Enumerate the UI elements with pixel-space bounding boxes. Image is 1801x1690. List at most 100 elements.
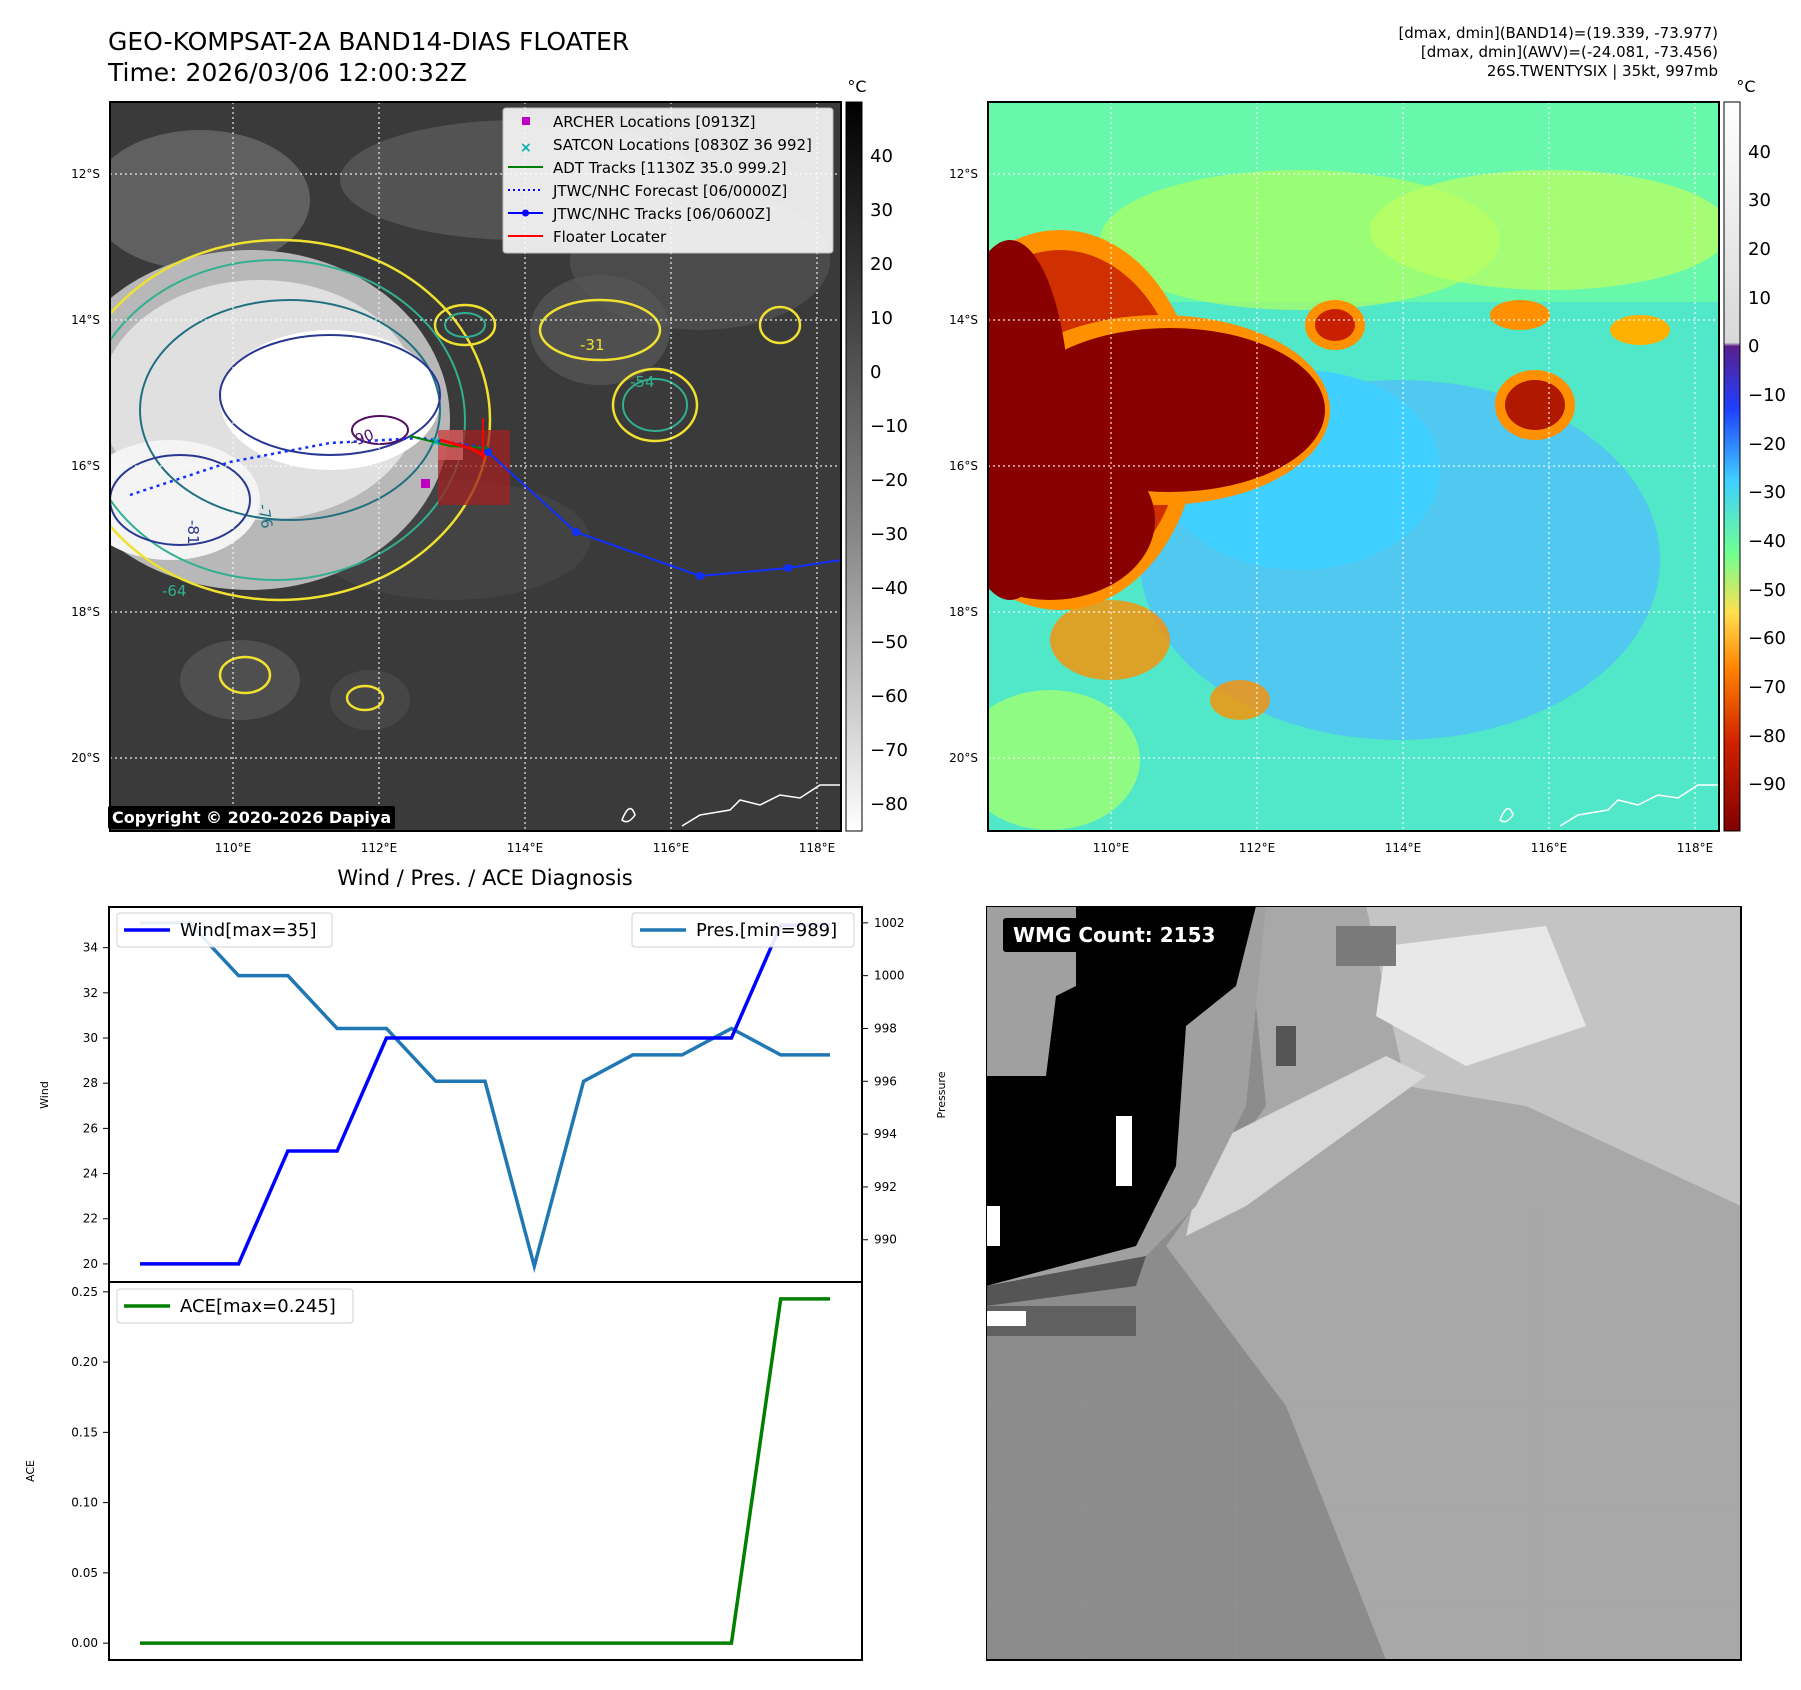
- ace-tick-label: 0.05: [71, 1566, 98, 1580]
- pressure-axis-label: Pressure: [935, 1071, 948, 1118]
- svg-text:20: 20: [1748, 239, 1771, 260]
- ace-tick-label: 0.10: [71, 1496, 98, 1510]
- lat-tick: 12°S: [71, 167, 100, 181]
- legend-archer: ARCHER Locations [0913Z]: [553, 113, 756, 131]
- svg-text:−20: −20: [870, 470, 908, 491]
- wind-tick-label: 24: [83, 1167, 98, 1181]
- ace-ticks: 0.00 0.05 0.10 0.15 0.20 0.25: [71, 1285, 109, 1650]
- legend-adt: ADT Tracks [1130Z 35.0 999.2]: [553, 159, 787, 177]
- ace-tick-label: 0.20: [71, 1355, 98, 1369]
- colorbar-jet: [1723, 101, 1741, 832]
- svg-text:0: 0: [1748, 336, 1759, 357]
- wind-tick-label: 30: [83, 1031, 98, 1045]
- awv-map: [988, 102, 1719, 831]
- lat-tick: 12°S: [949, 167, 978, 181]
- archer-marker: [421, 479, 430, 488]
- svg-text:0: 0: [870, 362, 881, 383]
- lat-tick: 16°S: [949, 459, 978, 473]
- lat-tick: 18°S: [949, 605, 978, 619]
- wmg-panel: [986, 906, 1742, 1661]
- svg-text:−40: −40: [870, 578, 908, 599]
- info-line3: 26S.TWENTYSIX | 35kt, 997mb: [1486, 62, 1718, 80]
- svg-text:−10: −10: [870, 416, 908, 437]
- pressure-tick-label: 998: [874, 1021, 897, 1035]
- svg-text:−30: −30: [1748, 482, 1786, 503]
- lon-tick: 116°E: [1531, 841, 1568, 855]
- lon-tick: 112°E: [1239, 841, 1276, 855]
- wmg-count-badge: WMG Count: 2153: [1003, 918, 1226, 952]
- svg-text:40: 40: [1748, 142, 1771, 163]
- info-line1: [dmax, dmin](BAND14)=(19.339, -73.977): [1398, 24, 1718, 42]
- legend-jtwc-forecast: JTWC/NHC Forecast [06/0000Z]: [552, 182, 787, 200]
- svg-text:−70: −70: [870, 740, 908, 761]
- svg-text:−70: −70: [1748, 677, 1786, 698]
- figure-title-line2: Time: 2026/03/06 12:00:32Z: [108, 58, 467, 87]
- jtwc-forecast-line: [129, 436, 489, 497]
- wind-tick-label: 34: [83, 941, 98, 955]
- svg-text:×: ×: [520, 140, 532, 156]
- diagnosis-chart: Wind / Pres. / ACE Diagnosis 20 22 24 26 28 3…: [24, 866, 948, 1661]
- svg-text:10: 10: [870, 308, 893, 329]
- wind-tick-label: 26: [83, 1121, 98, 1135]
- svg-text:−90: −90: [1748, 774, 1786, 795]
- lon-tick: 112°E: [361, 841, 398, 855]
- pressure-tick-label: 990: [874, 1233, 897, 1247]
- colorbar-gray: [845, 101, 863, 832]
- colorbar-right-ticks: 40 30 20 10 0 −10 −20 −30 −40 −50 −60 −7…: [1748, 142, 1786, 795]
- ace-tick-label: 0.00: [71, 1636, 98, 1650]
- pressure-tick-label: 1002: [874, 916, 905, 930]
- wind-tick-label: 32: [83, 986, 98, 1000]
- svg-text:×: ×: [430, 434, 442, 450]
- lat-tick: 20°S: [71, 751, 100, 765]
- wind-ticks: 20 22 24 26 28 30 32 34: [83, 941, 109, 1271]
- pressure-tick-label: 1000: [874, 969, 905, 983]
- svg-text:−80: −80: [1748, 726, 1786, 747]
- svg-text:−60: −60: [870, 686, 908, 707]
- lon-tick: 118°E: [799, 841, 836, 855]
- chart-title: Wind / Pres. / ACE Diagnosis: [337, 866, 632, 890]
- svg-text:−60: −60: [1748, 628, 1786, 649]
- colorbar-unit: °C: [1736, 77, 1755, 96]
- legend-jtwc-tracks: JTWC/NHC Tracks [06/0600Z]: [552, 205, 771, 223]
- lon-tick: 116°E: [653, 841, 690, 855]
- lat-tick: 16°S: [71, 459, 100, 473]
- lon-tick: 118°E: [1677, 841, 1714, 855]
- lat-tick: 20°S: [949, 751, 978, 765]
- ace-tick-label: 0.25: [71, 1285, 98, 1299]
- lat-tick: 14°S: [949, 313, 978, 327]
- svg-text:−80: −80: [870, 794, 908, 815]
- svg-text:30: 30: [1748, 190, 1771, 211]
- wind-series-line: [140, 923, 830, 1266]
- svg-text:30: 30: [870, 200, 893, 221]
- svg-text:20: 20: [870, 254, 893, 275]
- contour-label: -76: [254, 503, 276, 530]
- pressure-ticks: 990 992 994 996 998 1000 1002: [862, 916, 905, 1247]
- ir-map-panel: × -90 -81 -76 -64 -54 -31 × ARCHER Locat…: [71, 77, 1786, 855]
- contour-label: -64: [162, 582, 187, 600]
- lon-tick: 114°E: [1385, 841, 1422, 855]
- colorbar-left-ticks: 40 30 20 10 0 −10 −20 −30 −40 −50 −60 −7…: [870, 146, 908, 815]
- svg-text:−20: −20: [1748, 434, 1786, 455]
- ace-legend-label: ACE[max=0.245]: [180, 1296, 336, 1317]
- wind-axis-label: Wind: [38, 1081, 51, 1109]
- ace-tick-label: 0.15: [71, 1425, 98, 1439]
- svg-text:−50: −50: [1748, 580, 1786, 601]
- svg-text:40: 40: [870, 146, 893, 167]
- lon-tick: 110°E: [215, 841, 252, 855]
- lon-tick: 110°E: [1093, 841, 1130, 855]
- svg-text:−30: −30: [870, 524, 908, 545]
- contour-label: -54: [630, 373, 655, 391]
- ace-legend: ACE[max=0.245]: [116, 1288, 354, 1324]
- info-line2: [dmax, dmin](AWV)=(-24.081, -73.456): [1420, 43, 1718, 61]
- legend-satcon: SATCON Locations [0830Z 36 992]: [553, 136, 812, 154]
- lat-tick: 14°S: [71, 313, 100, 327]
- contour-label: -31: [580, 336, 605, 354]
- svg-text:−40: −40: [1748, 531, 1786, 552]
- ace-axis-label: ACE: [24, 1460, 37, 1482]
- wind-tick-label: 22: [83, 1212, 98, 1226]
- copyright-badge: Copyright © 2020-2026 Dapiya: [108, 806, 396, 829]
- wind-tick-label: 28: [83, 1076, 98, 1090]
- contour-label: -81: [184, 520, 202, 545]
- svg-text:−50: −50: [870, 632, 908, 653]
- wind-legend: Wind[max=35]: [116, 912, 333, 948]
